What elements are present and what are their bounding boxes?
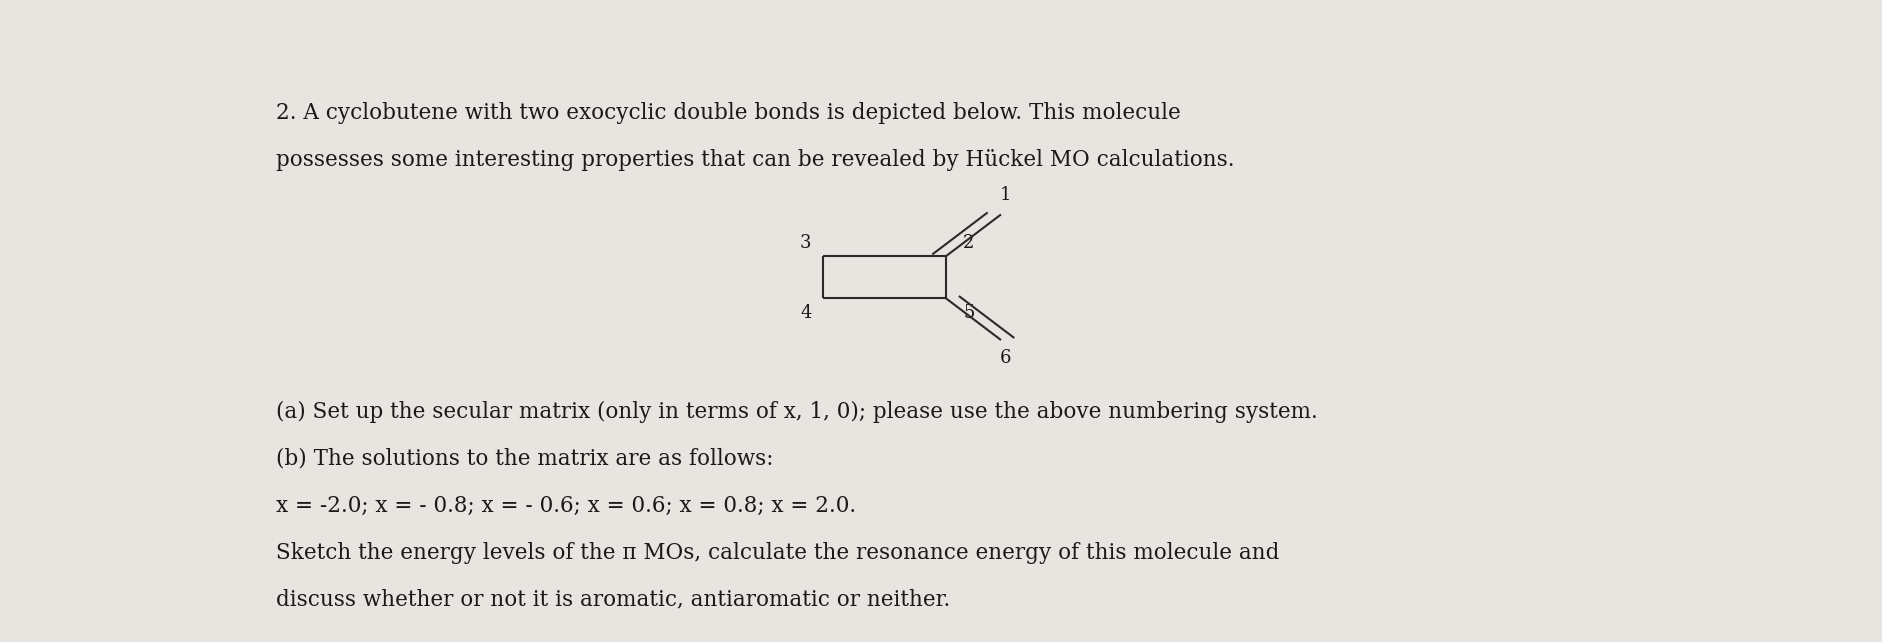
Text: discuss whether or not it is aromatic, antiaromatic or neither.: discuss whether or not it is aromatic, a… bbox=[277, 589, 950, 611]
Text: 6: 6 bbox=[999, 349, 1011, 367]
Text: Sketch the energy levels of the π MOs, calculate the resonance energy of this mo: Sketch the energy levels of the π MOs, c… bbox=[277, 542, 1280, 564]
Text: 2: 2 bbox=[964, 234, 975, 252]
Text: 4: 4 bbox=[800, 304, 811, 322]
Text: possesses some interesting properties that can be revealed by Hückel MO calculat: possesses some interesting properties th… bbox=[277, 149, 1235, 171]
Text: 5: 5 bbox=[964, 304, 975, 322]
Text: x = -2.0; x = - 0.8; x = - 0.6; x = 0.6; x = 0.8; x = 2.0.: x = -2.0; x = - 0.8; x = - 0.6; x = 0.6;… bbox=[277, 495, 856, 517]
Text: 3: 3 bbox=[800, 234, 811, 252]
Text: 1: 1 bbox=[999, 186, 1011, 204]
Text: (a) Set up the secular matrix (only in terms of x, 1, 0); please use the above n: (a) Set up the secular matrix (only in t… bbox=[277, 401, 1317, 423]
Text: (b) The solutions to the matrix are as follows:: (b) The solutions to the matrix are as f… bbox=[277, 448, 774, 470]
Text: 2. A cyclobutene with two exocyclic double bonds is depicted below. This molecul: 2. A cyclobutene with two exocyclic doub… bbox=[277, 102, 1180, 124]
